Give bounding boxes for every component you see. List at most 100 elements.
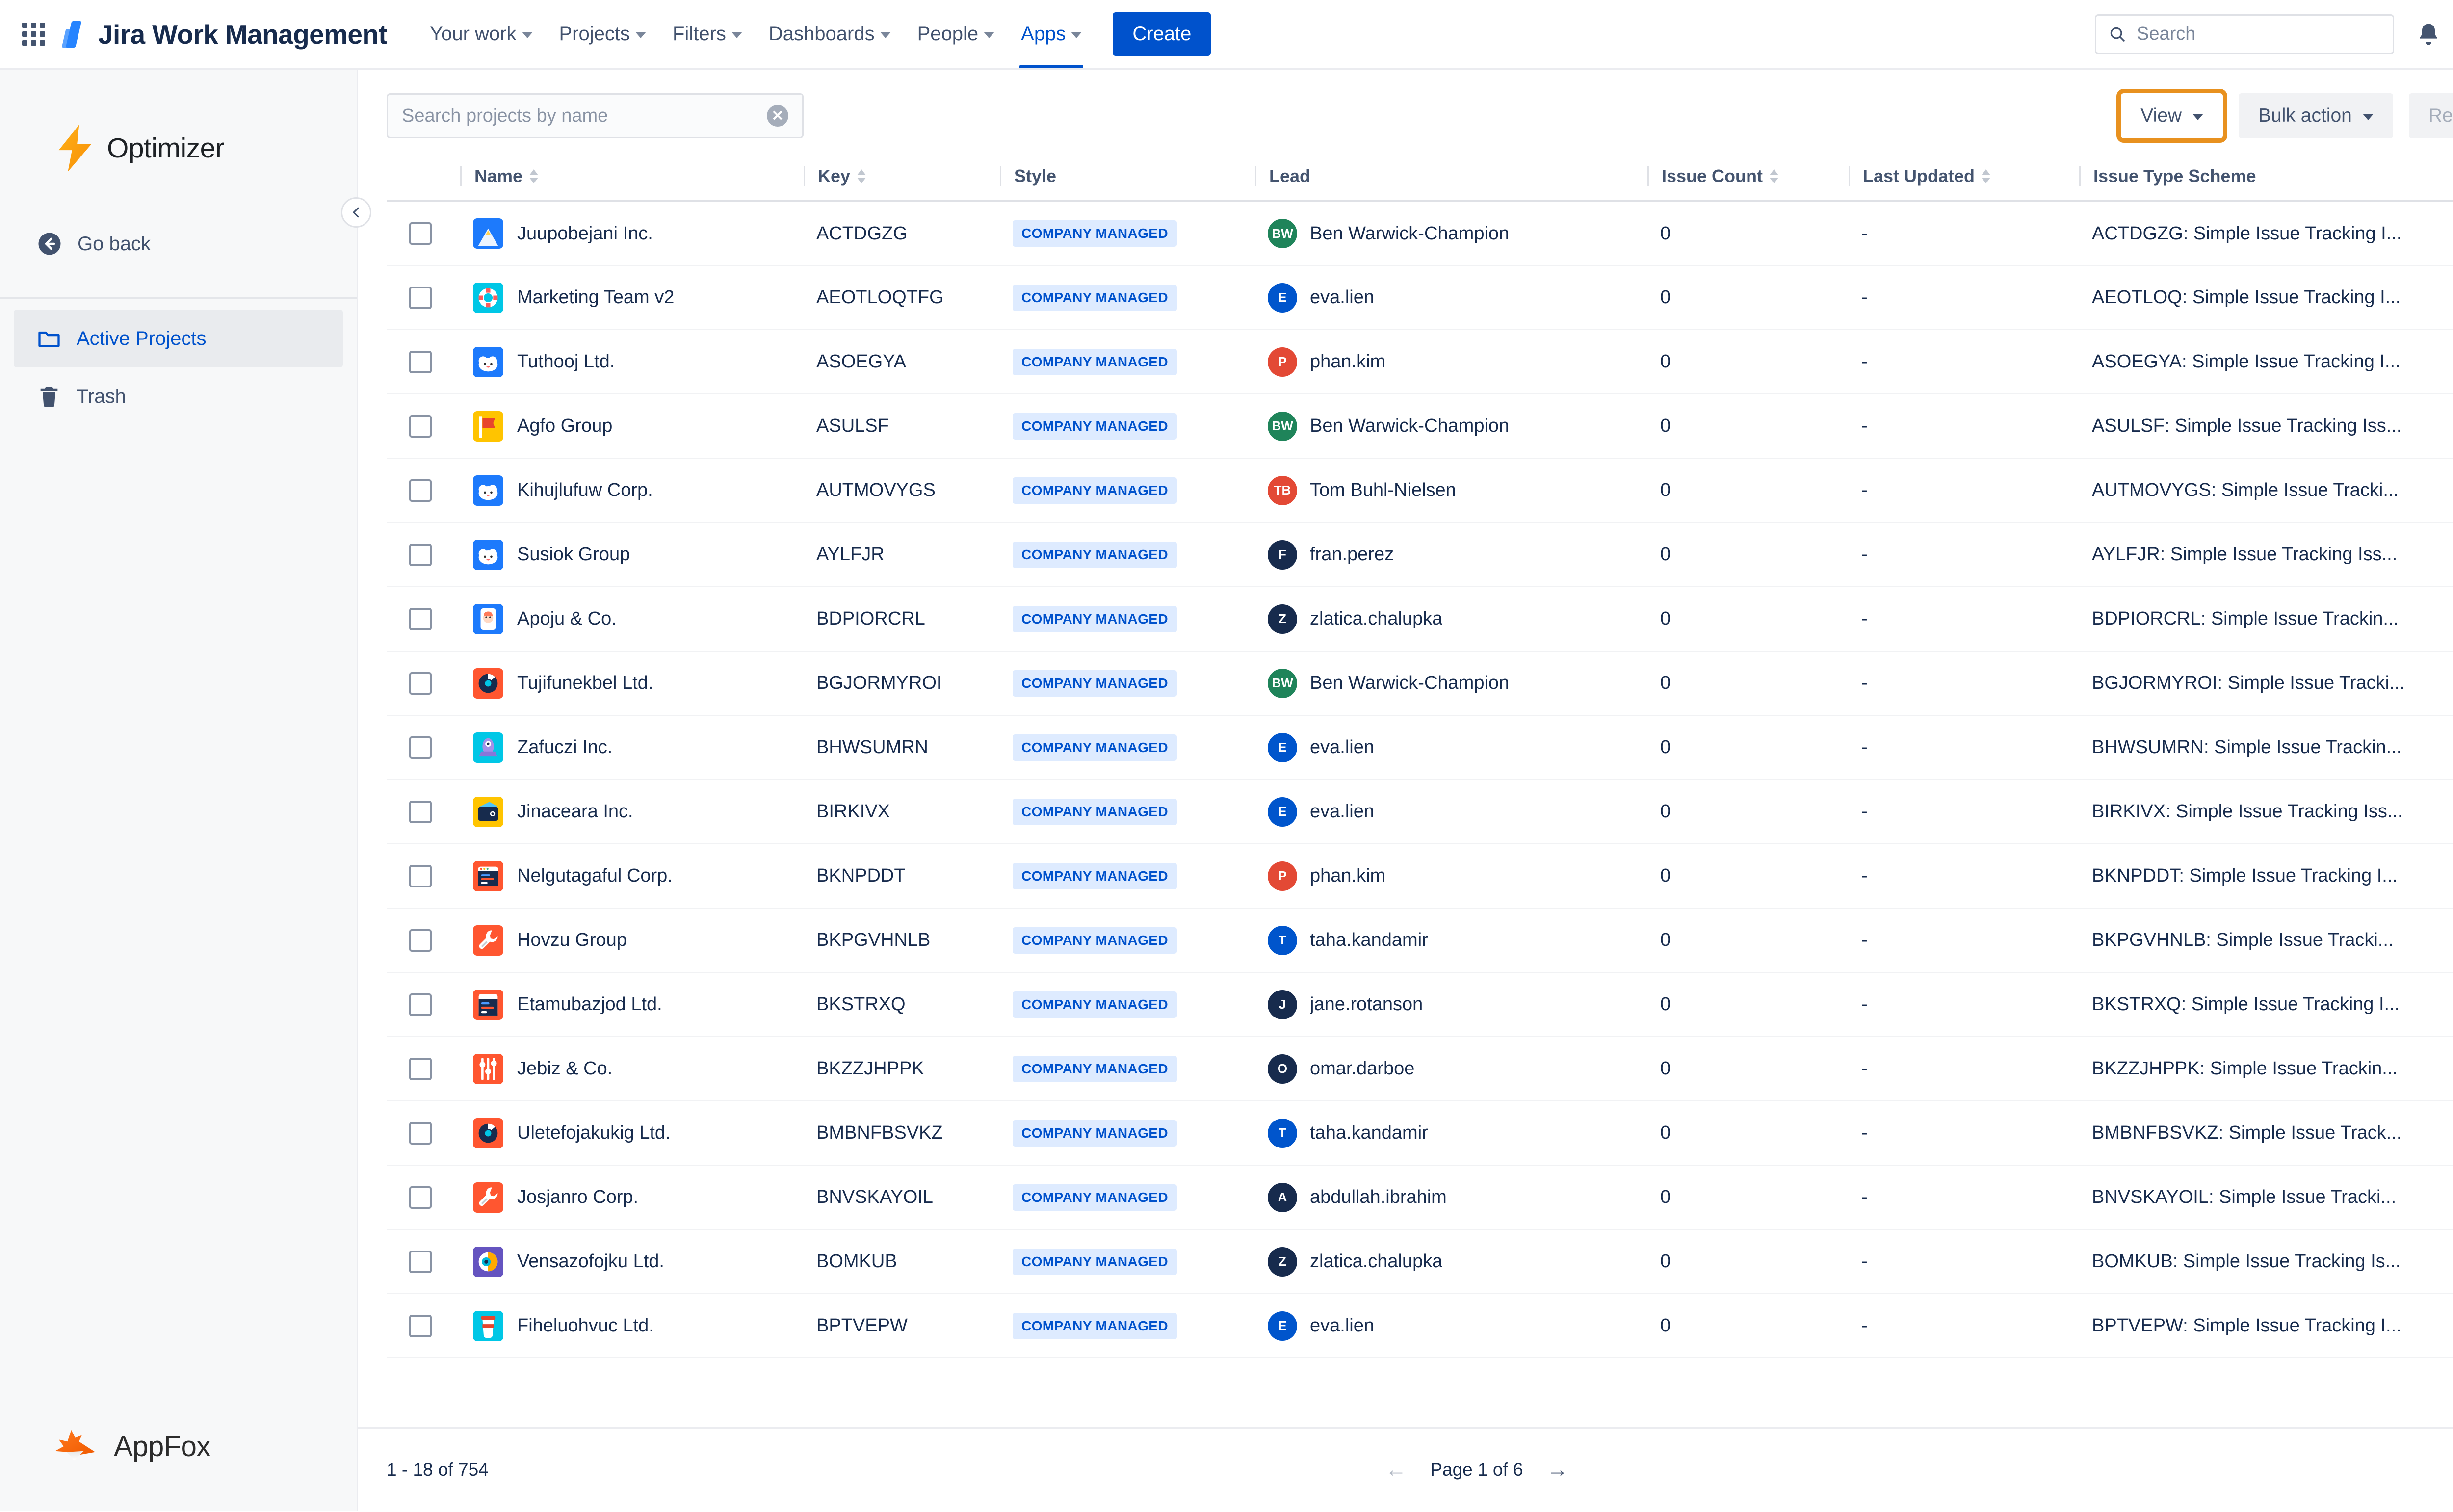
- nav-item-filters[interactable]: Filters: [660, 0, 755, 68]
- vendor-name: AppFox: [114, 1430, 210, 1462]
- th-key[interactable]: Key: [804, 155, 1000, 202]
- row-select-cell: [387, 522, 460, 587]
- create-button[interactable]: Create: [1113, 12, 1211, 56]
- table-row[interactable]: Marketing Team v2 AEOTLOQTFG COMPANY MANAG…: [387, 265, 2453, 330]
- lead-name: Ben Warwick-Champion: [1310, 673, 1510, 693]
- nav-item-people[interactable]: People: [905, 0, 1007, 68]
- last-updated-cell: -: [1849, 1294, 2079, 1358]
- previous-page-button[interactable]: ←: [1385, 1457, 1407, 1482]
- nav-item-apps[interactable]: Apps: [1009, 0, 1094, 68]
- project-style-cell: COMPANY MANAGED: [1000, 1294, 1255, 1358]
- table-row[interactable]: Agfo Group ASULSF COMPANY MANAGED BW Ben War…: [387, 394, 2453, 458]
- row-checkbox[interactable]: [409, 350, 432, 373]
- row-checkbox[interactable]: [409, 1250, 432, 1273]
- row-checkbox[interactable]: [409, 415, 432, 438]
- view-button[interactable]: View: [2116, 89, 2228, 143]
- th-issue-count[interactable]: Issue Count: [1647, 155, 1849, 202]
- row-checkbox[interactable]: [409, 929, 432, 952]
- table-row[interactable]: Tujifunekbel Ltd. BGJORMYROI COMPANY MANAG…: [387, 651, 2453, 715]
- jira-brand[interactable]: Jira Work Management: [61, 19, 388, 50]
- sort-icon[interactable]: [857, 169, 866, 183]
- row-checkbox[interactable]: [409, 222, 432, 245]
- row-checkbox[interactable]: [409, 1314, 432, 1337]
- th-name[interactable]: Name: [460, 155, 804, 202]
- row-checkbox[interactable]: [409, 607, 432, 630]
- sort-icon[interactable]: [1982, 169, 1991, 183]
- last-updated-cell: -: [1849, 201, 2079, 265]
- th-last-updated[interactable]: Last Updated: [1849, 155, 2079, 202]
- project-key-cell: BMBNFBSVKZ: [804, 1101, 1000, 1165]
- sidebar-item-trash[interactable]: Trash: [14, 367, 343, 425]
- row-checkbox[interactable]: [409, 1121, 432, 1145]
- issue-count: 0: [1660, 416, 1671, 436]
- row-checkbox[interactable]: [409, 1186, 432, 1209]
- row-checkbox[interactable]: [409, 800, 432, 823]
- global-search-input[interactable]: Search: [2095, 14, 2394, 54]
- nav-item-dashboards[interactable]: Dashboards: [757, 0, 903, 68]
- row-checkbox[interactable]: [409, 864, 432, 887]
- issue-type-scheme-cell: ASOEGYA: Simple Issue Tracking I...: [2079, 330, 2453, 394]
- row-checkbox[interactable]: [409, 736, 432, 759]
- row-checkbox[interactable]: [409, 543, 432, 566]
- last-updated-cell: -: [1849, 715, 2079, 780]
- project-key-cell: BGJORMYROI: [804, 651, 1000, 715]
- project-key-cell: BNVSKAYOIL: [804, 1165, 1000, 1229]
- sort-icon[interactable]: [1770, 169, 1779, 183]
- notifications-icon[interactable]: [2414, 20, 2443, 49]
- table-row[interactable]: Nelgutagaful Corp. BKNPDDT COMPANY MANAGED…: [387, 844, 2453, 908]
- row-select-cell: [387, 1294, 460, 1358]
- go-back-button[interactable]: Go back: [14, 215, 343, 273]
- app-switcher-icon[interactable]: [18, 23, 49, 46]
- vendor-branding: AppFox: [0, 1427, 357, 1511]
- issue-type-scheme: ASULSF: Simple Issue Tracking Iss...: [2092, 416, 2402, 436]
- table-row[interactable]: Juupobejani Inc. ACTDGZG COMPANY MANAGED BW…: [387, 201, 2453, 265]
- sidebar-item-active-projects[interactable]: Active Projects: [14, 310, 343, 367]
- lead-avatar: TB: [1268, 475, 1297, 505]
- search-projects-input[interactable]: Search projects by name ✕: [387, 93, 804, 138]
- last-updated-cell: -: [1849, 458, 2079, 522]
- status-badge: COMPANY MANAGED: [1013, 670, 1177, 697]
- next-page-button[interactable]: →: [1546, 1457, 1568, 1482]
- project-key: BKZZJHPPK: [816, 1058, 924, 1079]
- trash-icon: [40, 387, 58, 407]
- table-row[interactable]: Kihujlufuw Corp. AUTMOVYGS COMPANY MANAGED…: [387, 458, 2453, 522]
- nav-label: Filters: [673, 23, 726, 45]
- project-key-cell: ACTDGZG: [804, 201, 1000, 265]
- row-checkbox[interactable]: [409, 1057, 432, 1080]
- table-row[interactable]: Uletefojakukig Ltd. BMBNFBSVKZ COMPANY MAN…: [387, 1101, 2453, 1165]
- row-checkbox[interactable]: [409, 993, 432, 1016]
- table-row[interactable]: Josjanro Corp. BNVSKAYOIL COMPANY MANAGED A…: [387, 1165, 2453, 1229]
- nav-item-your-work[interactable]: Your work: [418, 0, 545, 68]
- th-style: Style: [1000, 155, 1255, 202]
- lead-avatar: P: [1268, 861, 1297, 891]
- project-style-cell: COMPANY MANAGED: [1000, 972, 1255, 1037]
- lead-avatar: BW: [1268, 219, 1297, 248]
- project-style-cell: COMPANY MANAGED: [1000, 844, 1255, 908]
- project-style-cell: COMPANY MANAGED: [1000, 587, 1255, 651]
- row-checkbox[interactable]: [409, 479, 432, 502]
- row-checkbox[interactable]: [409, 286, 432, 309]
- cloud-icon: [473, 346, 503, 377]
- sort-icon[interactable]: [529, 169, 539, 183]
- clear-search-icon[interactable]: ✕: [767, 105, 788, 127]
- table-header: Name Key Style Lead: [387, 155, 2453, 202]
- collapse-sidebar-button[interactable]: [341, 197, 371, 228]
- row-checkbox[interactable]: [409, 672, 432, 695]
- bulk-action-button[interactable]: Bulk action: [2239, 93, 2393, 138]
- rocket-icon: [473, 732, 503, 763]
- last-updated: -: [1861, 930, 1868, 950]
- lead-avatar: Z: [1268, 1247, 1297, 1277]
- nav-item-projects[interactable]: Projects: [547, 0, 659, 68]
